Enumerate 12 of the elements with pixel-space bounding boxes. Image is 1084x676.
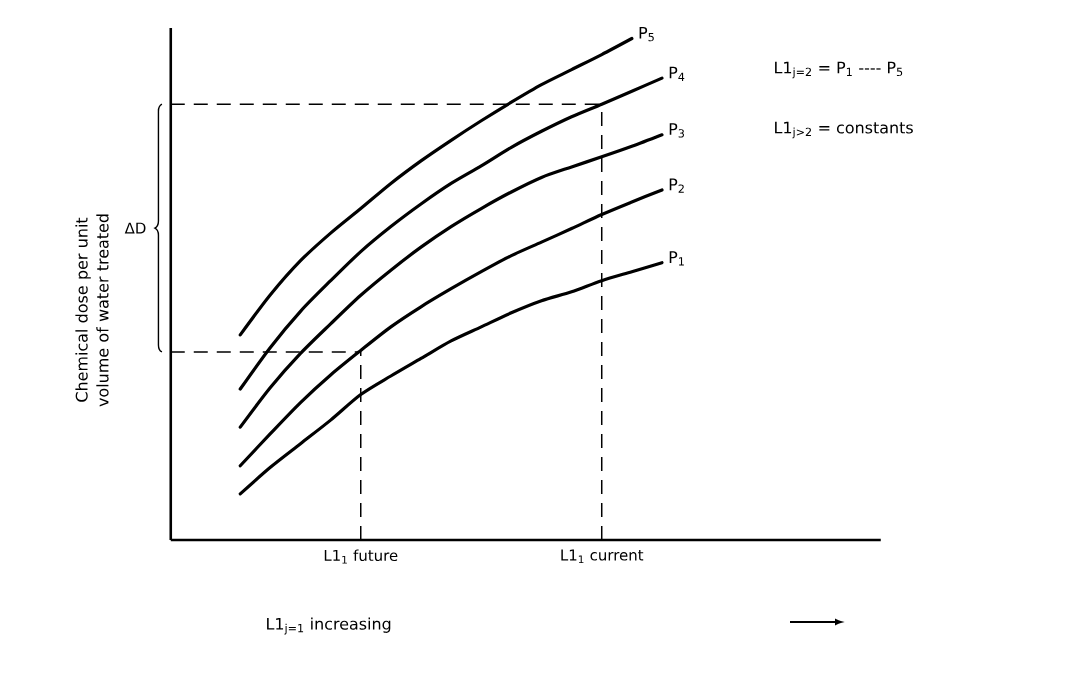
series-label: P$_{1}$	[669, 251, 684, 266]
x-tick-label: L1$_{1}$ current	[561, 549, 644, 564]
series-label: P$_{3}$	[669, 123, 684, 138]
y-axis-title: Chemical dose per unit volume of water treated	[75, 214, 109, 407]
annotation: L1$_{j=2}$ = P$_{1}$ ---- P$_{5}$	[775, 61, 903, 79]
series-label: P$_{2}$	[669, 178, 684, 193]
series-label: P$_{4}$	[669, 66, 685, 81]
x-tick-label: L1$_{1}$ future	[324, 549, 398, 564]
text: ΔD	[124, 222, 146, 234]
series-label: P$_{5}$	[639, 26, 654, 42]
x-axis-title: L1$_{j=1}$ increasing	[267, 617, 391, 635]
annotation: L1$_{j>2}$ = constants	[775, 121, 913, 139]
